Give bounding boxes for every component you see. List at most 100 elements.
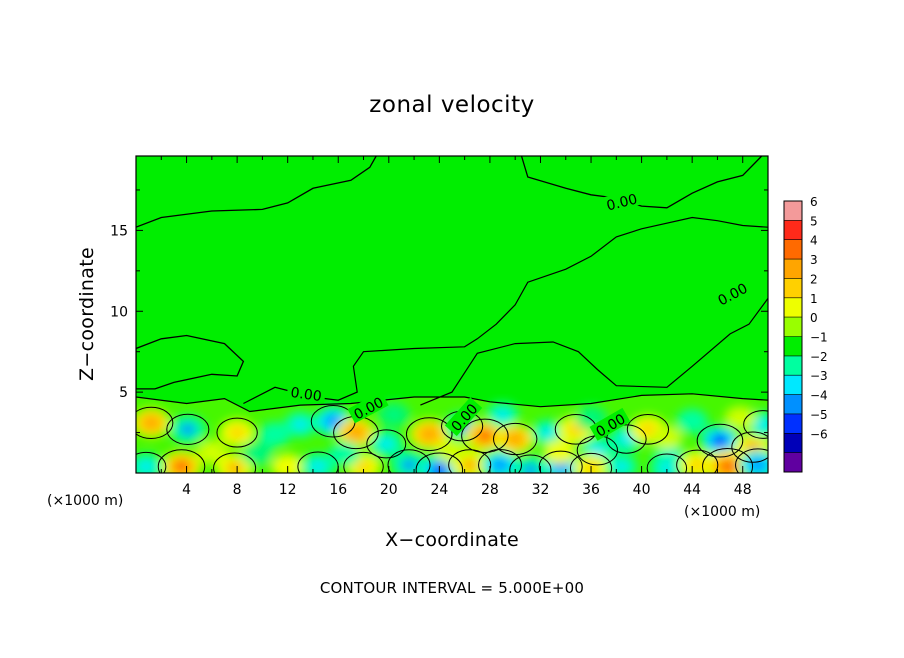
x-tick-label-12: 12 <box>279 482 297 498</box>
contour-zero-right <box>520 156 763 209</box>
colorbar-level-11: −5 <box>810 408 828 422</box>
velocity-cell-29 <box>492 458 508 472</box>
contour-loop-1 <box>166 413 210 445</box>
velocity-cell-21 <box>172 459 191 473</box>
colorbar-swatch-3 <box>784 259 802 279</box>
contour-zero-boundary <box>136 216 768 413</box>
velocity-cell-49 <box>734 413 747 423</box>
colorbar-level-7: −1 <box>810 331 828 345</box>
contour-loop-38 <box>136 451 167 473</box>
contour-loop-27 <box>415 452 464 473</box>
contour-label-1: 0.00 <box>605 191 639 214</box>
colorbar-level-6: 0 <box>810 311 818 325</box>
x-unit-right: (×1000 m) <box>684 504 760 520</box>
velocity-cell-2 <box>229 426 245 439</box>
contour-label-3: 0.00 <box>289 385 322 405</box>
contour-loop-16 <box>626 414 670 445</box>
contour-zero-upper <box>136 156 377 228</box>
velocity-cell-6 <box>347 425 365 440</box>
colorbar: 6 5 4 3 2 1 0 −1 −2 −3 −4 −5 −6 <box>783 195 828 473</box>
colorbar-level-1: 5 <box>810 214 818 228</box>
contour-loop-35 <box>676 449 719 473</box>
x-tick-label-36: 36 <box>582 482 600 498</box>
plot-frame <box>135 155 769 474</box>
velocity-cell-7 <box>379 438 394 450</box>
contour-loop-7 <box>366 429 407 459</box>
contour-loop-8 <box>405 417 453 452</box>
contour-loop-31 <box>538 450 583 473</box>
colorbar-swatch-2 <box>784 239 802 260</box>
contour-loop-30 <box>509 454 552 473</box>
contour-loop-32 <box>569 452 613 473</box>
velocity-cell-11 <box>507 432 524 446</box>
x-tick-label-32: 32 <box>532 482 550 498</box>
colorbar-swatch-0 <box>784 201 802 221</box>
colorbar-swatch-9 <box>784 375 802 396</box>
velocity-cell-15 <box>619 433 634 445</box>
velocity-cell-5 <box>325 414 342 428</box>
velocity-cell-0 <box>143 416 160 430</box>
velocity-cell-18 <box>711 433 729 448</box>
contour-loop-18 <box>696 423 744 458</box>
contour-loop-22 <box>213 452 257 473</box>
colorbar-level-10: −4 <box>810 389 828 403</box>
colorbar-swatch-11 <box>784 413 802 434</box>
colorbar-level-8: −2 <box>810 350 828 364</box>
contour-loop-11 <box>493 422 538 456</box>
velocity-cell-36 <box>718 459 737 473</box>
colorbar-level-3: 3 <box>810 253 818 267</box>
velocity-cell-42 <box>584 413 598 424</box>
x-tick-label-48: 48 <box>734 482 752 498</box>
y-tick-label-10: 10 <box>110 304 128 320</box>
x-tick-label-16: 16 <box>329 482 347 498</box>
colorbar-swatch-4 <box>784 278 802 299</box>
contour-layer <box>136 156 768 473</box>
colorbar-level-2: 4 <box>810 234 818 248</box>
x-unit-left: (×1000 m) <box>47 493 123 509</box>
velocity-cell-4 <box>293 419 308 430</box>
contour-loop-28 <box>448 449 492 473</box>
velocity-cell-41 <box>495 409 510 421</box>
colorbar-level-5: 1 <box>810 292 818 306</box>
velocity-cell-35 <box>689 458 705 471</box>
y-tick-label-5: 5 <box>119 385 128 401</box>
x-axis-label: X−coordinate <box>385 529 519 551</box>
x-tick-label-28: 28 <box>481 482 499 498</box>
contour-zero-mid <box>136 334 245 390</box>
velocity-cell-3 <box>268 429 282 440</box>
contour-loop-25 <box>343 451 384 473</box>
velocity-cell-39 <box>250 448 264 459</box>
velocity-cell-44 <box>205 447 219 457</box>
contour-loop-10 <box>461 418 509 454</box>
contour-loop-26 <box>387 449 431 473</box>
colorbar-swatch-10 <box>784 394 802 415</box>
contour-loop-20 <box>743 410 768 439</box>
velocity-cell-1 <box>180 423 196 436</box>
contour-loop-29 <box>478 448 523 473</box>
colorbar-swatch-1 <box>784 220 802 241</box>
contour-loop-19 <box>731 431 768 463</box>
contour-loop-0 <box>136 406 174 439</box>
x-tick-label-24: 24 <box>430 482 448 498</box>
x-tick-label-20: 20 <box>380 482 398 498</box>
contour-interval-note: CONTOUR INTERVAL = 5.000E+00 <box>320 579 584 597</box>
velocity-cell-48 <box>660 432 674 443</box>
x-tick-label-44: 44 <box>683 482 701 498</box>
colorbar-swatch-13 <box>784 452 802 473</box>
y-tick-label-15: 15 <box>110 223 128 239</box>
colorbar-swatch-8 <box>784 355 802 376</box>
velocity-cell-24 <box>310 460 326 473</box>
velocity-cell-25 <box>356 460 371 473</box>
colorbar-swatch-12 <box>784 433 802 454</box>
velocity-cell-33 <box>614 461 629 472</box>
colorbar-level-12: −6 <box>810 427 828 441</box>
colorbar-level-0: 6 <box>810 195 818 209</box>
contour-loop-21 <box>157 449 206 473</box>
velocity-cell-26 <box>401 458 417 472</box>
velocity-cell-10 <box>476 428 494 443</box>
velocity-cell-13 <box>568 423 584 436</box>
velocity-cell-20 <box>755 418 768 431</box>
y-axis-label: Z−coordinate <box>76 247 98 381</box>
velocity-cell-28 <box>461 458 478 472</box>
velocity-cell-34 <box>659 462 675 473</box>
